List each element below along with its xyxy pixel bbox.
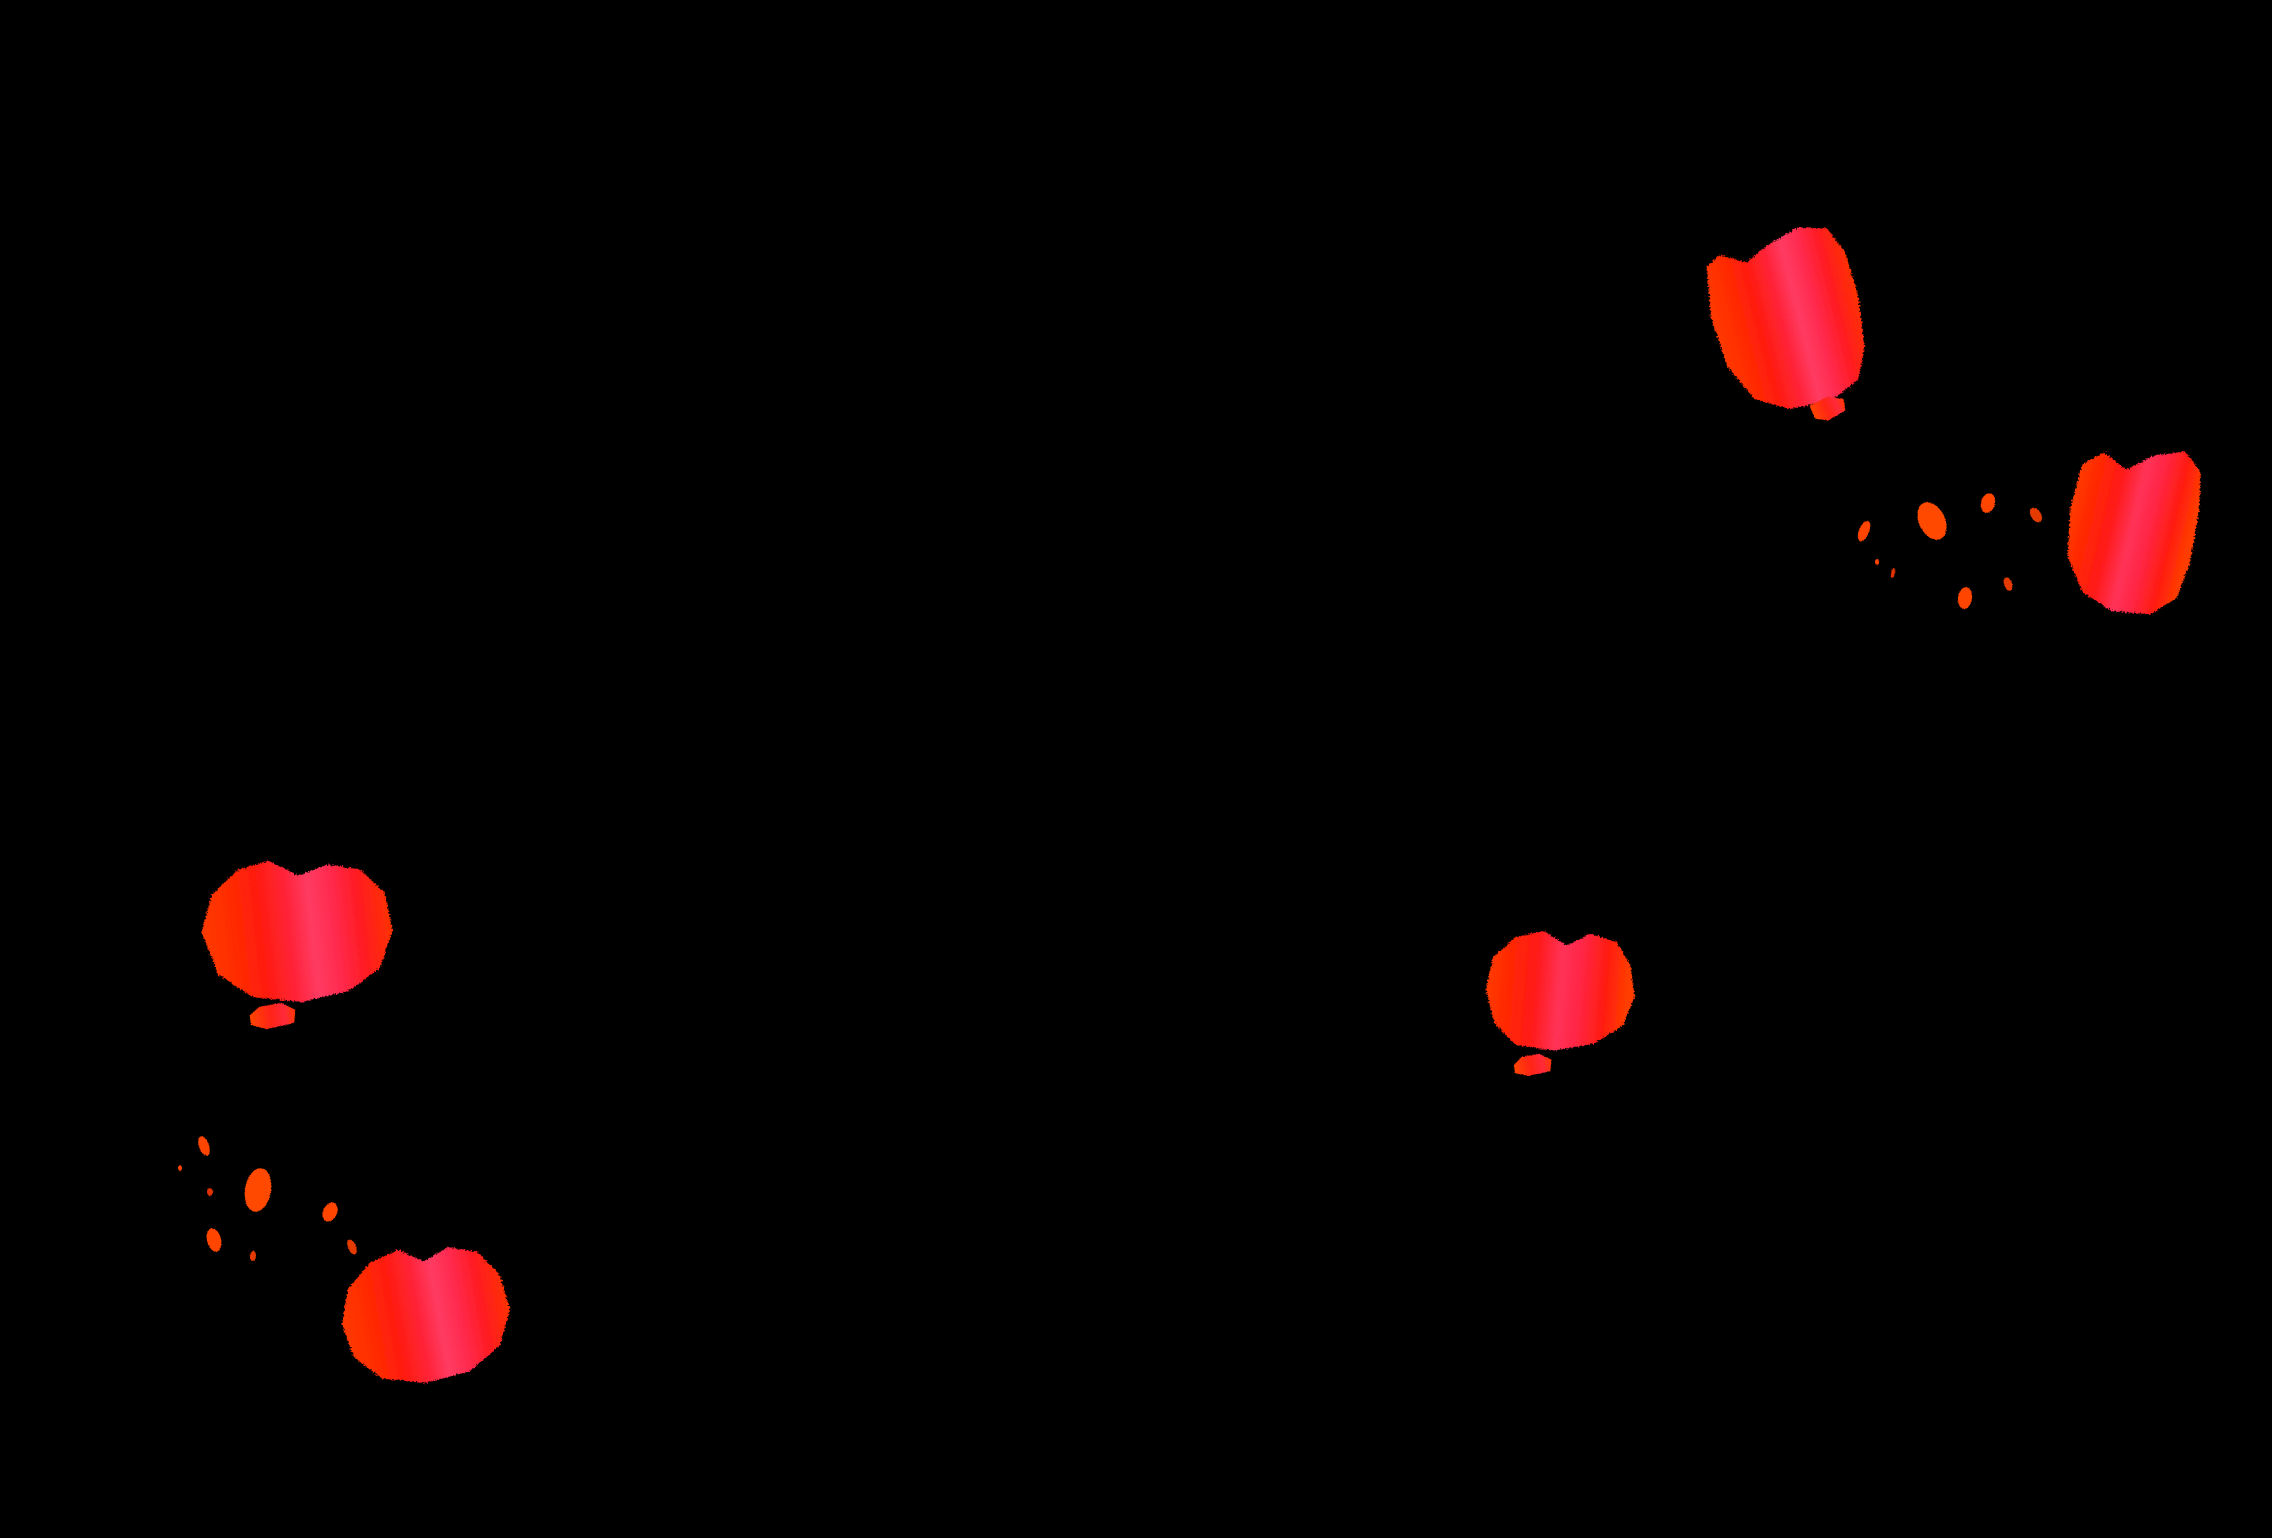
fragment <box>207 1188 213 1196</box>
region-blob-bottom-left <box>341 1247 510 1384</box>
region-blob-top-right <box>1706 227 1865 409</box>
fragment <box>206 1228 222 1252</box>
blob-tab-left <box>249 1002 296 1029</box>
fragment <box>347 1239 357 1255</box>
blob-tab-center-right <box>1513 1053 1552 1076</box>
region-blob-center-right-tab <box>1513 1053 1552 1076</box>
fragment <box>1917 502 1947 540</box>
blob-body-center-right <box>1485 930 1635 1051</box>
fragment <box>1980 493 1996 513</box>
fragment <box>322 1202 338 1222</box>
blob-body-far-right <box>2067 451 2201 615</box>
fragment <box>244 1168 272 1212</box>
blob-body-top-right <box>1706 227 1865 409</box>
region-blob-far-right <box>2067 451 2201 615</box>
blob-body-bottom-left <box>341 1247 510 1384</box>
blob-body-left <box>201 860 393 1003</box>
fragment <box>178 1165 182 1171</box>
fragment <box>1957 587 1973 609</box>
fragment <box>249 1251 257 1261</box>
fragment <box>2003 577 2013 591</box>
fragment <box>1875 559 1879 565</box>
region-blob-left <box>201 860 393 1003</box>
fragment <box>1857 520 1871 542</box>
fragment-cluster-top-right <box>1857 493 2042 609</box>
region-blob-center-right <box>1485 930 1635 1051</box>
region-blob-top-right-tab <box>1809 396 1846 421</box>
fragment <box>198 1136 210 1156</box>
region-blob-left-tab <box>249 1002 296 1029</box>
blob-tab-top-right <box>1809 396 1846 421</box>
fragment <box>2030 507 2042 523</box>
fragment-cluster-bottom-left <box>178 1136 357 1261</box>
fragment <box>1890 568 1896 578</box>
